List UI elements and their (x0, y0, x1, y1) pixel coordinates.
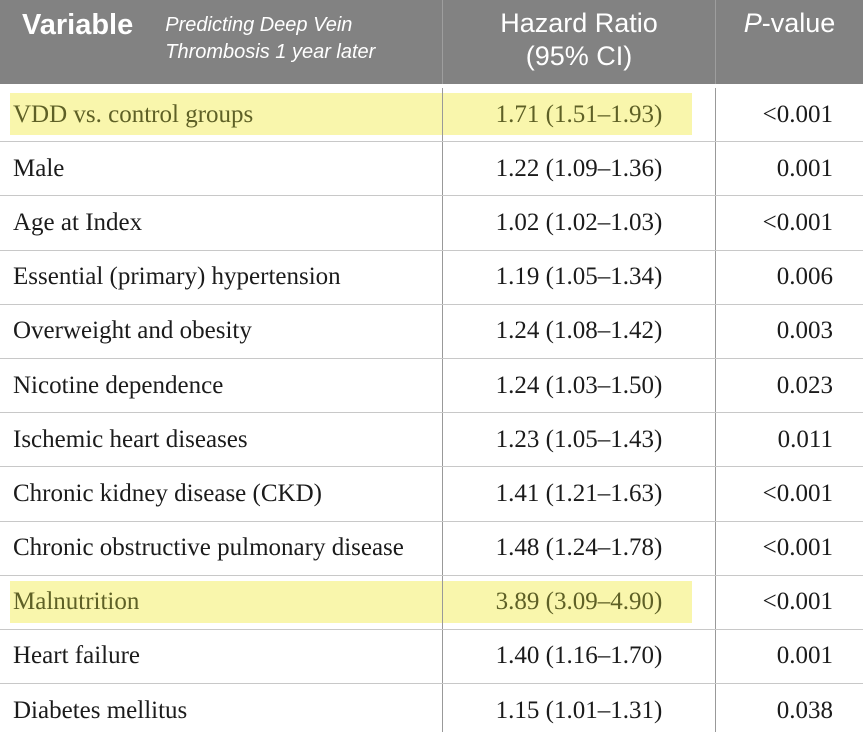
variable-cell: Heart failure (0, 629, 443, 684)
p-value-cell: <0.001 (762, 534, 833, 562)
table-row: Diabetes mellitus 1.15 (1.01–1.31) 0.038 (0, 684, 863, 732)
table-subtitle: Predicting Deep Vein Thrombosis 1 year l… (165, 10, 375, 66)
variable-cell: Ischemic heart diseases (0, 413, 443, 467)
table-row: Chronic obstructive pulmonary disease 1.… (0, 521, 863, 576)
variable-header-label: Variable (22, 9, 134, 41)
p-value-cell: 0.011 (777, 425, 833, 453)
table-row: Malnutrition 3.89 (3.09–4.90) <0.001 (0, 575, 863, 630)
p-value-cell: 0.003 (776, 317, 833, 345)
column-header-variable: Variable Predicting Deep Vein Thrombosis… (0, 0, 443, 84)
hazard-ratio-cell: 1.41 (1.21–1.63) (443, 467, 716, 521)
p-value-header-italic-p: P (743, 8, 762, 38)
subtitle-line-1: Predicting Deep Vein (165, 14, 353, 36)
hazard-ratio-cell: 3.89 (3.09–4.90) (443, 575, 716, 629)
variable-cell: Essential (primary) hypertension (0, 250, 443, 304)
table-row: Chronic kidney disease (CKD) 1.41 (1.21–… (0, 467, 863, 522)
hazard-ratio-header-line-1: Hazard Ratio (500, 8, 658, 38)
variable-cell: Chronic kidney disease (CKD) (0, 467, 443, 521)
p-value-cell: <0.001 (762, 588, 833, 616)
variable-cell: Chronic obstructive pulmonary disease (0, 521, 443, 575)
subtitle-line-2: Thrombosis 1 year later (165, 41, 376, 63)
hazard-ratio-cell: 1.02 (1.02–1.03) (443, 196, 716, 250)
hazard-ratio-cell: 1.15 (1.01–1.31) (443, 684, 716, 732)
hazard-ratio-cell: 1.24 (1.03–1.50) (443, 358, 716, 413)
hazard-ratio-cell: 1.71 (1.51–1.93) (443, 88, 716, 142)
variable-cell: Overweight and obesity (0, 304, 443, 358)
table-row: Ischemic heart diseases 1.23 (1.05–1.43)… (0, 413, 863, 468)
p-value-cell: <0.001 (762, 208, 833, 236)
hazard-ratio-header-line-2: (95% CI) (525, 41, 633, 71)
table-row: Overweight and obesity 1.24 (1.08–1.42) … (0, 304, 863, 359)
variable-cell: VDD vs. control groups (0, 88, 443, 142)
table-row: VDD vs. control groups 1.71 (1.51–1.93) … (0, 88, 863, 143)
p-value-header-rest: -value (761, 8, 836, 38)
hazard-ratio-cell: 1.40 (1.16–1.70) (443, 629, 716, 684)
table-row: Heart failure 1.40 (1.16–1.70) 0.001 (0, 629, 863, 685)
hazard-ratio-cell: 1.22 (1.09–1.36) (443, 142, 716, 196)
hazard-ratio-cell: 1.24 (1.08–1.42) (443, 304, 716, 358)
p-value-cell: 0.001 (776, 642, 833, 670)
hazard-ratio-cell: 1.23 (1.05–1.43) (443, 413, 716, 467)
table-body: VDD vs. control groups 1.71 (1.51–1.93) … (0, 88, 863, 732)
variable-cell: Nicotine dependence (0, 358, 443, 413)
hazard-ratio-cell: 1.19 (1.05–1.34) (443, 250, 716, 304)
table-header-row: Variable Predicting Deep Vein Thrombosis… (0, 0, 863, 84)
variable-cell: Male (0, 142, 443, 196)
p-value-cell: 0.023 (776, 371, 833, 399)
variable-cell: Age at Index (0, 196, 443, 250)
table-row: Male 1.22 (1.09–1.36) 0.001 (0, 142, 863, 197)
column-header-p-value: P-value (716, 0, 863, 84)
p-value-cell: 0.006 (776, 263, 833, 291)
p-value-cell: <0.001 (762, 479, 833, 507)
p-value-cell: <0.001 (762, 100, 833, 128)
hazard-ratio-cell: 1.48 (1.24–1.78) (443, 521, 716, 575)
table-row: Age at Index 1.02 (1.02–1.03) <0.001 (0, 196, 863, 251)
table-row: Nicotine dependence 1.24 (1.03–1.50) 0.0… (0, 358, 863, 414)
p-value-cell: 0.038 (776, 696, 833, 724)
variable-cell: Diabetes mellitus (0, 684, 443, 732)
p-value-cell: 0.001 (776, 154, 833, 182)
table-row: Essential (primary) hypertension 1.19 (1… (0, 250, 863, 305)
column-header-hazard-ratio: Hazard Ratio (95% CI) (443, 0, 716, 84)
variable-cell: Malnutrition (0, 575, 443, 629)
